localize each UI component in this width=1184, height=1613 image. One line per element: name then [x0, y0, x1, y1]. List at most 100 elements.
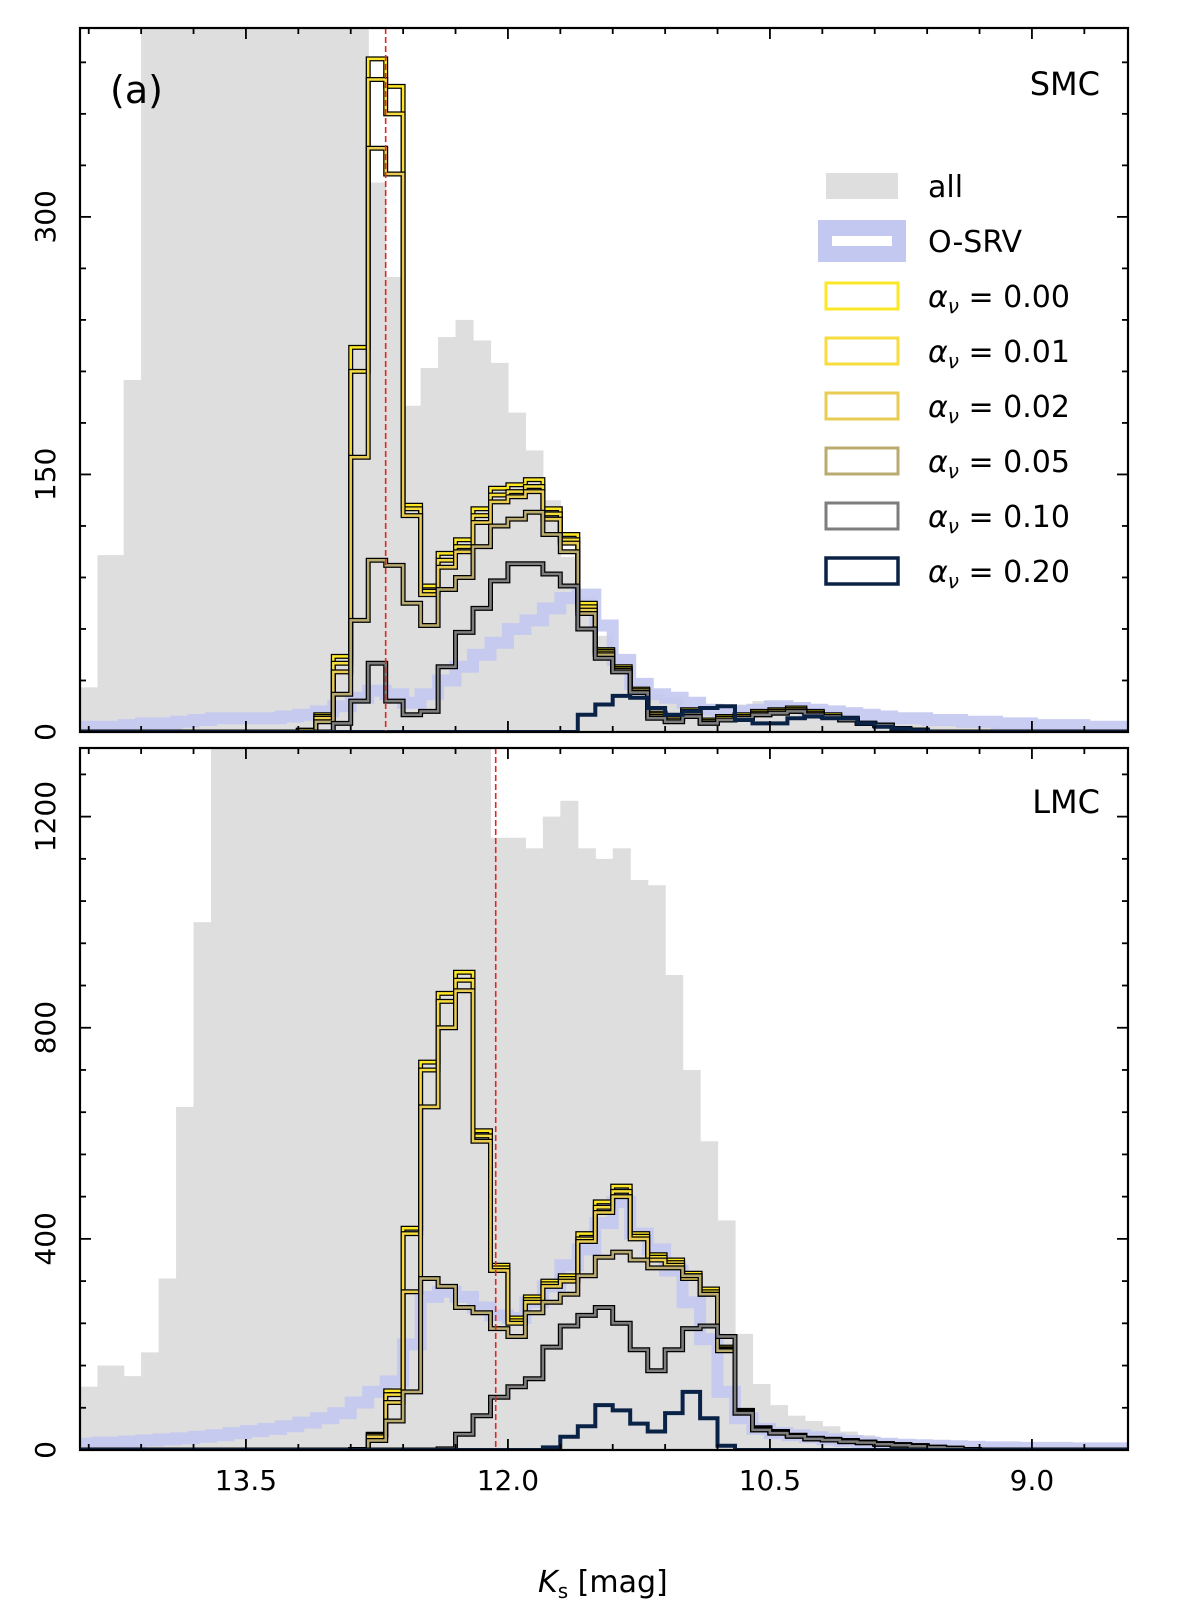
- all-bar: [962, 726, 981, 732]
- a020-step-line: [80, 693, 1128, 732]
- x-axis-label-sub: s: [558, 1579, 568, 1603]
- legend: all O-SRV αν = 0.00 αν = 0.01 αν = 0.02 αν = …: [818, 170, 1070, 593]
- legend-label: αν = 0.05: [928, 445, 1070, 483]
- all-bar: [490, 837, 509, 1450]
- legend-swatch: [824, 336, 900, 366]
- region-label: SMC: [1030, 65, 1100, 103]
- all-bar: [612, 848, 631, 1450]
- all-bar: [211, 748, 230, 1450]
- legend-swatch-inner: [832, 236, 892, 246]
- all-bar: [647, 885, 666, 1450]
- all-bar: [368, 182, 387, 732]
- legend-item-a005: αν = 0.05: [824, 445, 1070, 483]
- all-bar: [473, 748, 492, 1450]
- legend-swatch: [824, 391, 900, 421]
- x-tick-label: 13.5: [215, 1464, 277, 1497]
- y-tick-label: 150: [29, 448, 62, 501]
- legend-swatch: [826, 173, 898, 199]
- all-bar: [385, 276, 404, 732]
- y-tick-label: 400: [29, 1212, 62, 1265]
- all-bar: [420, 367, 439, 732]
- all-bar: [280, 748, 299, 1450]
- legend-item-a020: αν = 0.20: [824, 555, 1070, 593]
- plot-area: [80, 28, 1128, 732]
- all-bar: [245, 748, 264, 1450]
- all-bar: [263, 28, 282, 732]
- legend-label: αν = 0.00: [928, 280, 1070, 318]
- all-bar: [420, 748, 439, 1450]
- all-bar: [158, 28, 177, 732]
- all-bar: [507, 837, 526, 1450]
- legend-item-a001: αν = 0.01: [824, 335, 1070, 373]
- all-bar: [438, 337, 457, 732]
- x-tick-label: 12.0: [477, 1464, 539, 1497]
- all-bar: [333, 28, 352, 732]
- all-bar: [211, 28, 230, 732]
- y-tick-label: 1200: [29, 781, 62, 852]
- all-bar: [385, 748, 404, 1450]
- smc-panel: 0 150 300 SMC: [29, 26, 1130, 741]
- x-axis-label: Ks [mag]: [538, 1565, 668, 1603]
- all-bar: [455, 319, 474, 732]
- all-bar: [665, 974, 684, 1450]
- all-bar: [507, 412, 526, 732]
- x-axis-label-main: K: [538, 1565, 560, 1600]
- all-bar: [542, 500, 561, 732]
- legend-swatch: [824, 281, 900, 311]
- all-bar: [280, 28, 299, 732]
- all-bar: [176, 28, 195, 732]
- y-tick-label: 0: [29, 723, 62, 741]
- legend-item-all: all: [826, 170, 963, 205]
- all-bar: [123, 380, 142, 732]
- all-bar: [473, 340, 492, 732]
- legend-label: αν = 0.02: [928, 390, 1070, 428]
- legend-swatch: [824, 501, 900, 531]
- all-bar: [403, 405, 422, 732]
- all-bar: [228, 748, 247, 1450]
- x-axis-label-rest: [mag]: [568, 1565, 668, 1600]
- all-bar: [97, 555, 125, 732]
- all-bar: [298, 28, 317, 732]
- legend-label: O-SRV: [928, 225, 1023, 260]
- all-bar: [944, 725, 963, 732]
- all-bar: [263, 748, 282, 1450]
- legend-item-a000: αν = 0.00: [824, 280, 1070, 318]
- region-label: LMC: [1032, 783, 1100, 821]
- axes-frame: [78, 26, 1130, 734]
- legend-swatch: [824, 556, 900, 586]
- legend-item-a002: αν = 0.02: [824, 390, 1070, 428]
- all-bar: [682, 1069, 701, 1450]
- all-bar: [490, 362, 509, 732]
- y-tick-label: 300: [29, 190, 62, 243]
- all-bar: [927, 725, 946, 732]
- all-bar: [228, 28, 247, 732]
- legend-label: αν = 0.20: [928, 555, 1070, 593]
- all-bar: [909, 723, 928, 732]
- all-bar: [455, 748, 474, 1450]
- legend-item-osrv: O-SRV: [818, 220, 1023, 262]
- all-bar: [176, 1106, 195, 1450]
- legend-label: all: [928, 170, 963, 205]
- all-bar: [577, 848, 596, 1450]
- a020-step-line: [80, 1389, 1128, 1450]
- all-bar: [630, 879, 649, 1450]
- all-bar: [525, 450, 544, 732]
- all-bar: [193, 28, 212, 732]
- all-bar: [158, 1278, 177, 1450]
- all-bar: [193, 922, 212, 1450]
- legend-swatch: [824, 446, 900, 476]
- all-bar: [333, 748, 352, 1450]
- all-bar: [350, 748, 369, 1450]
- x-tick-label: 10.5: [739, 1464, 801, 1497]
- all-bar: [245, 28, 264, 732]
- all-bar: [123, 1376, 142, 1450]
- a010-step-line: [80, 1306, 1128, 1450]
- all-bar: [315, 748, 334, 1450]
- all-bar: [350, 28, 369, 732]
- legend-label: αν = 0.10: [928, 500, 1070, 538]
- all-bar: [80, 1386, 99, 1450]
- all-bar: [577, 598, 596, 732]
- all-bar: [595, 858, 614, 1450]
